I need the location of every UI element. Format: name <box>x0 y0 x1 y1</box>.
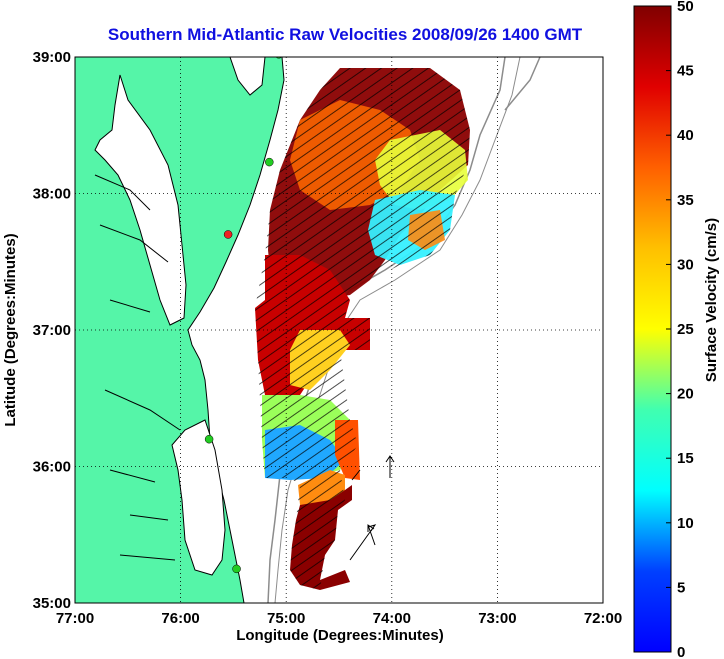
colorbar-tick-label: 5 <box>677 579 685 596</box>
map-layers <box>75 57 603 603</box>
y-tick-labels: 39:00 38:00 37:00 36:00 35:00 <box>33 49 71 612</box>
x-axis-label: Longitude (Degrees:Minutes) <box>236 627 444 644</box>
x-tick-label: 75:00 <box>267 610 305 627</box>
colorbar-tick-label: 40 <box>677 127 694 144</box>
station-marker <box>232 564 241 574</box>
x-tick-label: 77:00 <box>56 610 94 627</box>
colorbar-tick-label: 35 <box>677 192 694 209</box>
y-axis-label: Latitude (Degrees:Minutes) <box>2 233 19 426</box>
rivers <box>94 174 181 561</box>
grid-lines <box>75 57 603 603</box>
colorbar-tick-label: 50 <box>677 0 694 15</box>
colorbar-tick-label: 15 <box>677 450 694 467</box>
x-tick-labels: 77:00 76:00 75:00 74:00 73:00 72:00 <box>56 610 622 627</box>
y-tick-label: 38:00 <box>33 186 71 203</box>
delaware-bay <box>229 57 266 96</box>
x-tick-label: 72:00 <box>584 610 622 627</box>
y-tick-label: 39:00 <box>33 49 71 66</box>
colorbar-tick-label: 30 <box>677 256 694 273</box>
colorbar <box>633 5 672 653</box>
chart-title: Southern Mid-Atlantic Raw Velocities 200… <box>108 25 583 44</box>
y-tick-label: 35:00 <box>33 595 71 612</box>
velocity-vectors <box>255 68 470 590</box>
pamlico-sound <box>171 419 226 576</box>
x-tick-label: 74:00 <box>373 610 411 627</box>
x-tick-label: 76:00 <box>161 610 199 627</box>
station-marker <box>265 157 274 167</box>
colorbar-tick-label: 45 <box>677 63 694 80</box>
colorbar-tick-label: 25 <box>677 321 694 338</box>
x-tick-label: 73:00 <box>478 610 516 627</box>
colorbar-tick-label: 10 <box>677 515 694 532</box>
y-tick-label: 36:00 <box>33 459 71 476</box>
colorbar-tick-label: 20 <box>677 386 694 403</box>
y-tick-label: 37:00 <box>33 322 71 339</box>
station-marker <box>204 434 214 444</box>
station-marker <box>223 230 233 239</box>
colorbar-label: Surface Velocity (cm/s) <box>703 218 720 382</box>
colorbar-tick-label: 0 <box>677 644 685 659</box>
plot-frame <box>74 56 604 604</box>
